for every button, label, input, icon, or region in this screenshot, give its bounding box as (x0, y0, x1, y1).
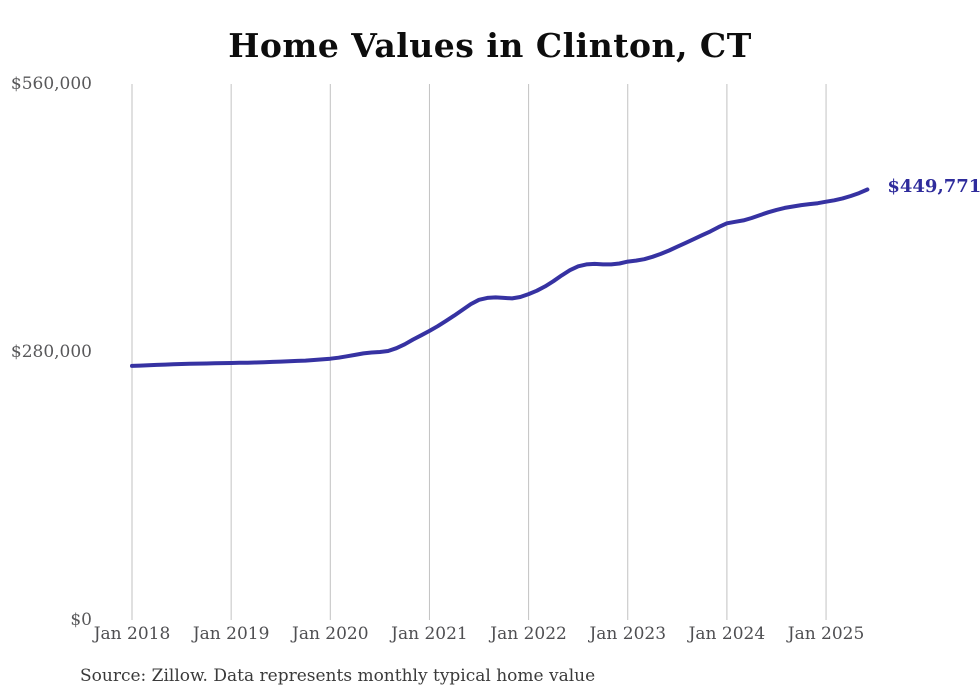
chart-title: Home Values in Clinton, CT (228, 26, 752, 65)
x-axis-tick-label: Jan 2021 (391, 624, 468, 644)
x-axis-tick-label: Jan 2024 (688, 624, 766, 644)
x-axis-tick-label: Jan 2020 (292, 624, 369, 644)
y-axis-tick-label: $280,000 (10, 342, 92, 362)
x-axis-tick-label: Jan 2022 (490, 624, 567, 644)
home-value-line (130, 187, 870, 368)
y-axis-tick-label: $0 (70, 610, 92, 630)
end-value-label: $449,771 (887, 175, 980, 197)
source-note: Source: Zillow. Data represents monthly … (80, 666, 596, 686)
x-axis-tick-label: Jan 2019 (192, 624, 270, 644)
y-axis-tick-label: $560,000 (10, 74, 92, 94)
x-axis-tick-label: Jan 2025 (787, 624, 865, 644)
x-axis-tick-label: Jan 2023 (589, 624, 667, 644)
x-axis-tick-label: Jan 2018 (93, 624, 171, 644)
